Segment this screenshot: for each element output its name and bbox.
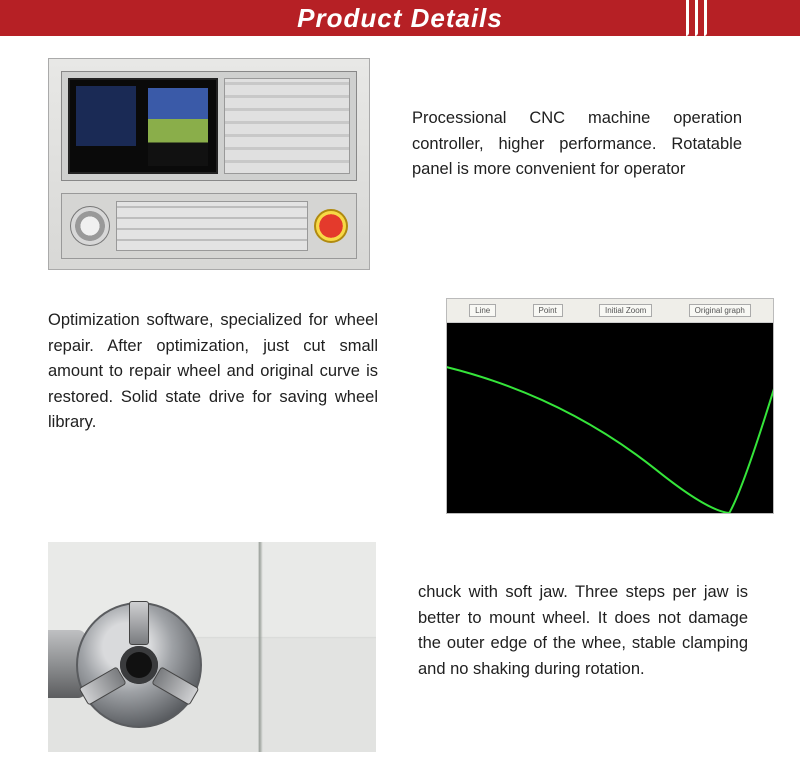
cnc-controller-image xyxy=(48,58,370,270)
jog-wheel-icon xyxy=(70,206,110,246)
toolbar-item: Point xyxy=(533,304,563,317)
wheel-curve xyxy=(447,353,773,513)
chuck-description: chuck with soft jaw. Three steps per jaw… xyxy=(418,542,748,682)
plot-canvas xyxy=(447,323,773,513)
emergency-stop-icon xyxy=(314,209,348,243)
plot-toolbar: Line Point Initial Zoom Original graph xyxy=(447,299,773,323)
chuck-face-icon xyxy=(76,602,202,728)
jaw-icon xyxy=(79,666,127,705)
cnc-description: Processional CNC machine operation contr… xyxy=(412,58,742,183)
cnc-keypad xyxy=(224,78,350,174)
toolbar-item: Initial Zoom xyxy=(599,304,652,317)
toolbar-item: Original graph xyxy=(689,304,751,317)
software-description: Optimization software, specialized for w… xyxy=(48,298,378,436)
section-chuck: chuck with soft jaw. Three steps per jaw… xyxy=(48,542,774,752)
toolbar-item: Line xyxy=(469,304,496,317)
section-optimization-software: Optimization software, specialized for w… xyxy=(48,298,774,514)
section-cnc-controller: Processional CNC machine operation contr… xyxy=(48,58,774,270)
cnc-screen xyxy=(68,78,218,174)
software-plot-image: Line Point Initial Zoom Original graph xyxy=(446,298,774,514)
jaw-icon xyxy=(129,601,149,645)
button-panel xyxy=(116,201,308,251)
header-title: Product Details xyxy=(297,3,503,34)
header-banner: Product Details xyxy=(0,0,800,36)
header-stripes-decoration xyxy=(684,0,718,36)
content-area: Processional CNC machine operation contr… xyxy=(0,36,800,752)
jaw-icon xyxy=(151,666,199,705)
chuck-image xyxy=(48,542,376,752)
